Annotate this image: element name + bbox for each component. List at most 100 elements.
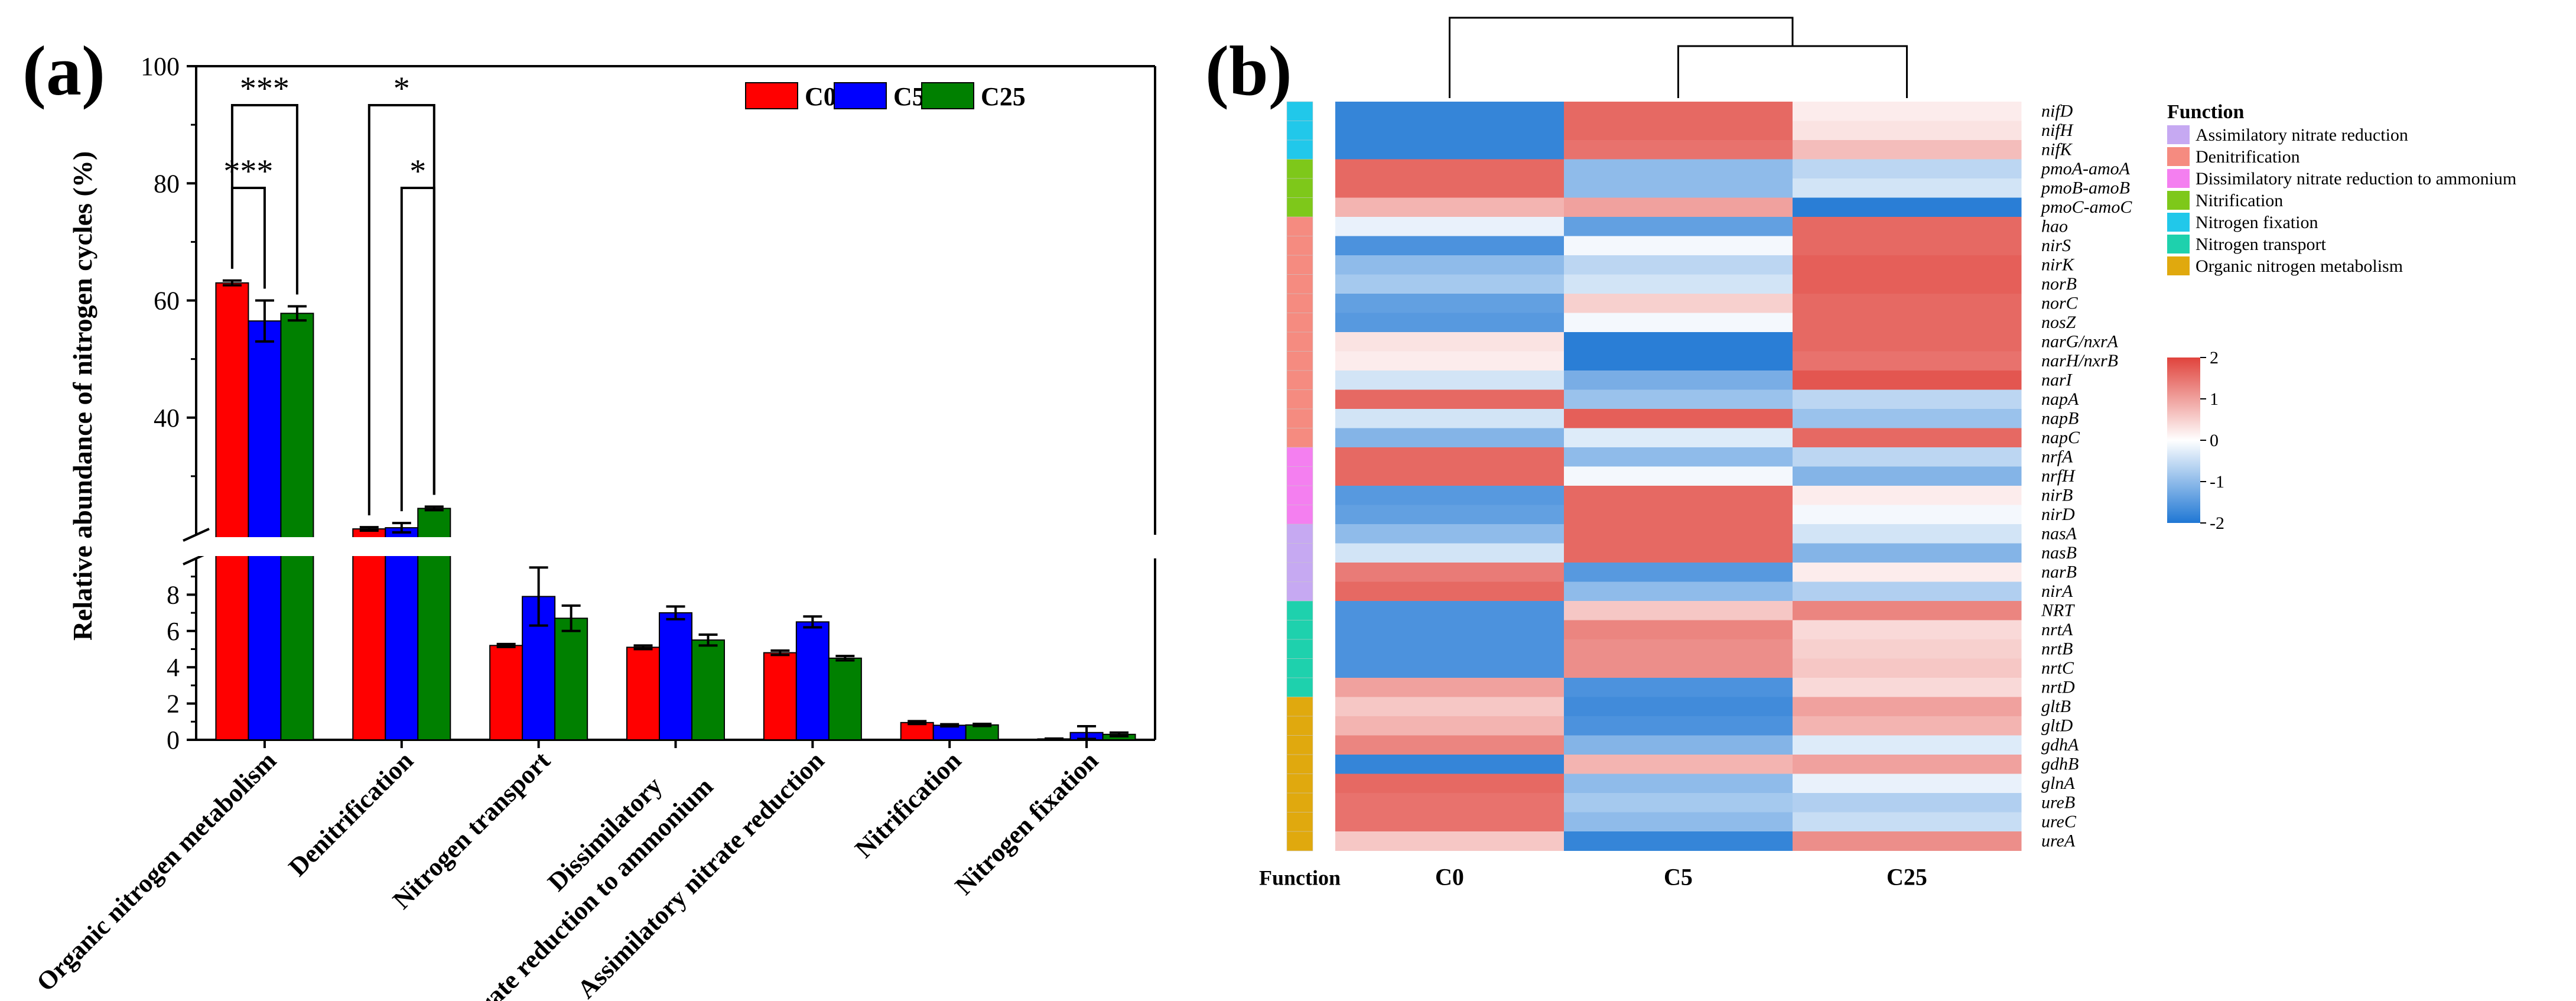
gene-label: nrtA	[2041, 620, 2073, 639]
heatmap-cell	[1793, 197, 2022, 217]
heatmap-cell	[1564, 639, 1793, 659]
heatmap-cell	[1564, 466, 1793, 486]
heatmap-cell	[1335, 294, 1565, 313]
heatmap-cell	[1793, 563, 2022, 582]
heatmap-cell	[1335, 620, 1565, 640]
heatmap-cell	[1564, 486, 1793, 505]
heatmap-cell	[1335, 543, 1565, 563]
heatmap-cell	[1335, 351, 1565, 371]
heatmap-cell	[1793, 697, 2022, 717]
function-strip-cell	[1286, 293, 1313, 314]
heatmap-cell	[1564, 505, 1793, 525]
heatmap-cell	[1793, 428, 2022, 448]
heatmap-cell	[1564, 389, 1793, 410]
heatmap-cell	[1793, 351, 2022, 371]
heatmap-cell	[1793, 409, 2022, 428]
gene-label: narG/nxrA	[2041, 332, 2119, 352]
heatmap-cell	[1564, 831, 1793, 851]
function-strip-cell	[1286, 812, 1313, 832]
gene-label: nifD	[2041, 102, 2073, 121]
heatmap-cell	[1793, 620, 2022, 640]
function-strip-cell	[1286, 159, 1313, 179]
gene-label: nrtB	[2041, 639, 2073, 659]
heatmap-cell	[1564, 697, 1793, 717]
bar-c5	[795, 621, 830, 740]
axis-break-gap	[197, 537, 1154, 556]
heatmap-cell	[1564, 581, 1793, 602]
heatmap-cell	[1564, 774, 1793, 794]
heatmap-cell	[1564, 812, 1793, 832]
color-scale-tick-label: -2	[2210, 514, 2224, 533]
heatmap-cell	[1793, 831, 2022, 851]
function-color-strip	[1286, 101, 1313, 852]
color-scale-tick-label: -1	[2210, 472, 2224, 492]
panel-label-b: (b)	[1205, 31, 1292, 110]
heatmap-cell	[1335, 447, 1565, 467]
gene-label: pmoB-amoB	[2040, 178, 2130, 198]
bar-c25	[965, 724, 999, 741]
function-legend-swatch	[2167, 256, 2190, 275]
function-strip-cell	[1286, 389, 1313, 410]
heatmap-cell	[1793, 389, 2022, 410]
function-strip-cell	[1286, 447, 1313, 467]
function-strip-cell	[1286, 562, 1313, 583]
function-strip-cell	[1286, 101, 1313, 122]
function-strip-cell	[1286, 697, 1313, 717]
function-strip-cell	[1286, 255, 1313, 275]
heatmap-cell	[1564, 178, 1793, 198]
function-legend-label: Assimilatory nitrate reduction	[2196, 125, 2408, 145]
y-tick-label: 80	[154, 169, 180, 198]
heatmap-cell	[1335, 678, 1565, 697]
gene-label: pmoC-amoC	[2040, 197, 2132, 217]
heatmap-cell	[1335, 774, 1565, 794]
function-strip-cell	[1286, 485, 1313, 506]
bar-c0	[763, 652, 797, 741]
heatmap-cell	[1564, 601, 1793, 620]
function-strip-cell	[1286, 639, 1313, 659]
color-scale-bar	[2167, 358, 2200, 523]
function-legend-label: Nitrogen fixation	[2196, 213, 2318, 232]
gene-label: gltD	[2041, 716, 2073, 736]
heatmap-cell	[1564, 524, 1793, 544]
heatmap-cell	[1564, 217, 1793, 236]
function-strip-cell	[1286, 236, 1313, 256]
function-strip-cell	[1286, 313, 1313, 333]
bar-c0	[489, 645, 523, 740]
function-strip-cell	[1286, 620, 1313, 640]
heatmap-cell	[1564, 313, 1793, 333]
column-label-c5: C5	[1664, 864, 1693, 890]
x-category-label: Dissimilatorynitrate reduction to ammoni…	[425, 746, 718, 1001]
heatmap-cell	[1793, 755, 2022, 774]
function-legend-label: Nitrogen transport	[2196, 235, 2326, 254]
gene-label: ureC	[2041, 812, 2077, 831]
heatmap-cell	[1564, 236, 1793, 256]
color-scale-legend: 2 1 0 -1 -2	[2167, 348, 2224, 533]
heatmap-cell	[1335, 755, 1565, 774]
heatmap-cell	[1793, 466, 2022, 486]
function-legend-label: Denitrification	[2196, 147, 2300, 167]
function-strip-cell	[1286, 524, 1313, 544]
x-category-label: Denitrification	[283, 746, 419, 882]
gene-label: napA	[2041, 389, 2079, 409]
gene-label: narI	[2041, 370, 2073, 390]
function-column-label: Function	[1259, 866, 1341, 890]
heatmap-panel: (b) nifDnifHnifKpmoA-amoApmoB-amoBpmoC-a…	[1205, 17, 2516, 890]
heatmap-cell	[1335, 140, 1565, 160]
heatmap-cell	[1335, 486, 1565, 505]
bar-c25	[554, 618, 588, 741]
column-dendrogram	[1449, 17, 1908, 98]
function-legend-label: Nitrification	[2196, 191, 2283, 210]
function-strip-cell	[1286, 370, 1313, 391]
bar-c0	[626, 646, 660, 741]
legend-label-c5: C5	[893, 82, 925, 111]
color-scale-tick-label: 0	[2210, 431, 2219, 450]
column-labels: Function C0 C5 C25	[1259, 864, 1927, 890]
heatmap-cell	[1793, 812, 2022, 832]
heatmap-cell	[1564, 102, 1793, 121]
heatmap-cell	[1335, 313, 1565, 333]
y-tick-label: 100	[141, 52, 180, 81]
significance-label: *	[409, 153, 426, 190]
heatmap-cell	[1335, 658, 1565, 678]
gene-label: nasB	[2041, 543, 2077, 563]
